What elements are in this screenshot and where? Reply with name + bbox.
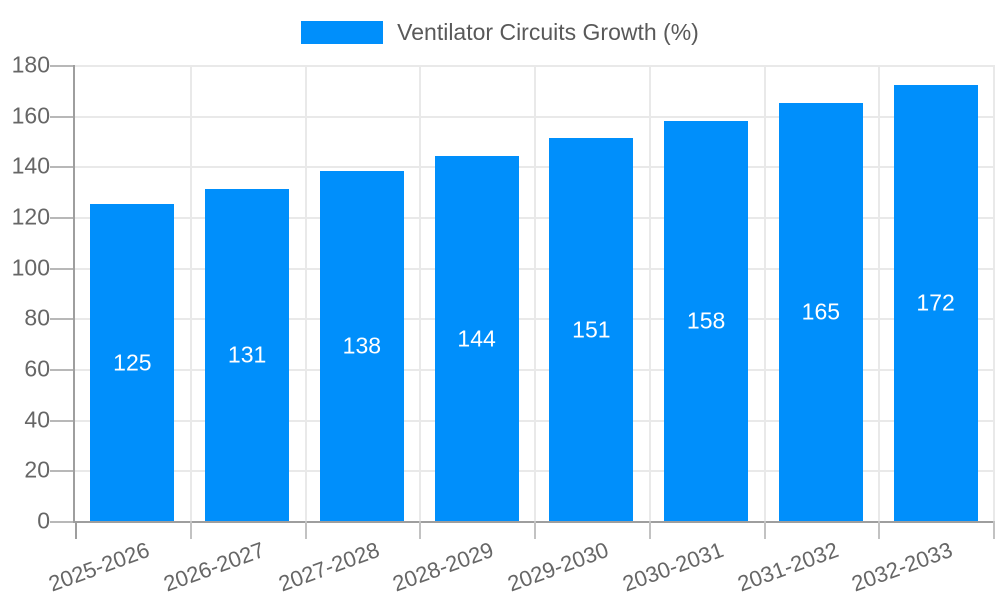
y-tick-label: 160 (11, 102, 50, 129)
legend-item[interactable]: Ventilator Circuits Growth (%) (301, 19, 699, 46)
x-tick-label: 2027-2028 (275, 537, 383, 597)
legend-label: Ventilator Circuits Growth (%) (397, 19, 699, 45)
y-tick-label: 0 (37, 507, 50, 534)
v-gridline (189, 65, 192, 521)
x-tick-label: 2026-2027 (160, 537, 268, 597)
bar-value-label: 158 (686, 307, 726, 334)
x-axis-tick (534, 521, 536, 539)
bar-value-label: 131 (227, 341, 267, 368)
v-gridline (648, 65, 651, 521)
y-tick-label: 60 (24, 355, 50, 382)
x-tick-label: 2025-2026 (45, 537, 153, 597)
legend: Ventilator Circuits Growth (%) (0, 19, 1000, 46)
v-gridline (763, 65, 766, 521)
y-axis-tick (50, 115, 73, 118)
y-tick-label: 120 (11, 203, 50, 230)
x-tick-label: 2030-2031 (619, 537, 727, 597)
y-tick-label: 20 (24, 456, 50, 483)
y-axis-tick (50, 318, 73, 321)
plot-area: 0 20 40 60 80 100 120 140 160 180 125 2025-2026 131 2… (12, 52, 995, 596)
x-axis-tick (304, 521, 307, 539)
y-axis-tick (50, 65, 73, 67)
y-tick-label: 100 (11, 254, 50, 281)
bar-2029-2030[interactable]: 151 (549, 138, 634, 521)
v-gridline (878, 65, 881, 521)
bar-2028-2029[interactable]: 144 (434, 156, 519, 521)
bar-value-label: 151 (572, 316, 611, 343)
legend-swatch (301, 21, 384, 44)
y-tick-label: 180 (11, 51, 50, 78)
x-axis-tick (878, 521, 881, 539)
y-tick-label: 140 (11, 152, 50, 179)
v-gridline (419, 65, 422, 521)
y-axis-tick (50, 267, 73, 270)
bar-value-label: 172 (916, 289, 955, 316)
y-axis-tick (50, 216, 73, 219)
x-axis-tick (419, 521, 422, 539)
y-axis-tick (50, 419, 73, 422)
bar-2025-2026[interactable]: 125 (90, 204, 175, 521)
bar-2031-2032[interactable]: 165 (778, 103, 863, 521)
y-tick-label: 80 (24, 304, 50, 331)
y-axis-tick (50, 166, 73, 169)
bar-2026-2027[interactable]: 131 (205, 189, 289, 521)
bar-2032-2033[interactable]: 172 (893, 85, 978, 521)
x-tick-label: 2029-2030 (504, 537, 612, 597)
y-axis-tick (50, 470, 73, 473)
y-tick-label: 40 (24, 406, 50, 433)
v-gridline (534, 65, 536, 521)
bar-value-label: 138 (342, 332, 382, 359)
x-axis-tick (993, 521, 995, 539)
y-axis-tick (50, 368, 73, 371)
x-axis-tick (763, 521, 766, 539)
v-gridline (993, 65, 995, 521)
x-tick-label: 2032-2033 (848, 537, 957, 597)
x-axis-tick (648, 521, 651, 539)
bar-2030-2031[interactable]: 158 (664, 120, 748, 521)
x-axis-tick (75, 521, 77, 539)
bar-value-label: 125 (113, 349, 152, 376)
x-axis-tick (189, 521, 192, 539)
bar-value-label: 144 (457, 325, 496, 352)
bar-2027-2028[interactable]: 138 (319, 171, 404, 521)
v-gridline (304, 65, 307, 521)
bar-value-label: 165 (801, 298, 841, 325)
x-tick-label: 2031-2032 (734, 537, 842, 597)
x-tick-label: 2028-2029 (389, 537, 498, 597)
y-axis-tick (50, 521, 73, 523)
